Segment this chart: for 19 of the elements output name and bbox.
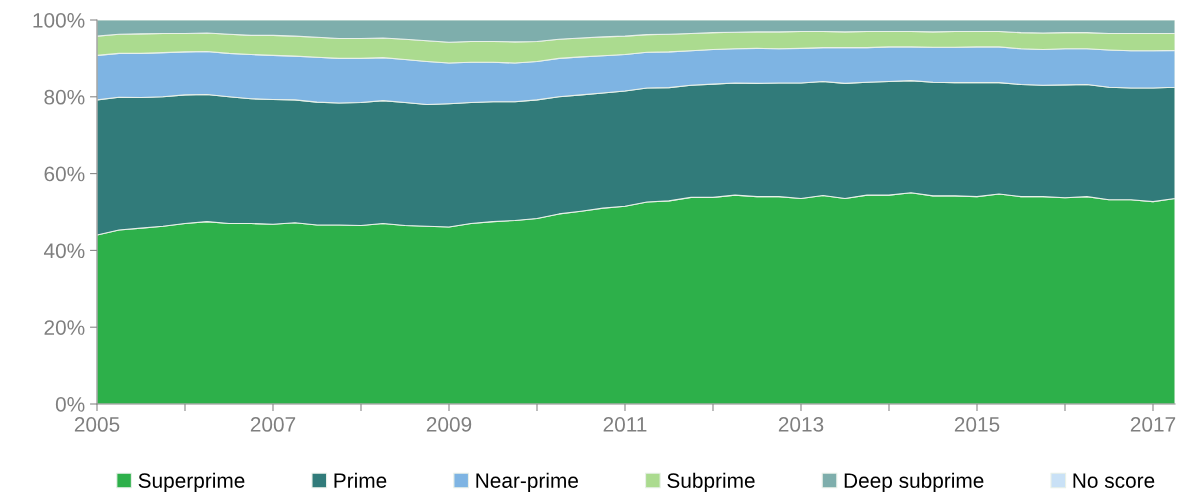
y-tick-label: 0% (55, 397, 85, 412)
x-tick-label: 2015 (954, 417, 1000, 432)
legend-label: Near-prime (476, 472, 578, 493)
legend-label: Superprime (138, 472, 245, 493)
legend-label: Prime (334, 472, 387, 488)
legend-label: Deep subprime (844, 472, 984, 493)
y-tick-label: 80% (44, 89, 85, 105)
y-tick-label: 20% (44, 320, 85, 335)
y-tick-label: 40% (43, 243, 85, 259)
y-tick-label: 100% (33, 13, 85, 28)
x-tick-label: 2013 (778, 417, 824, 432)
x-tick-label: 2011 (603, 417, 647, 432)
x-tick-label: 2009 (426, 417, 472, 432)
x-tick-label: 2007 (250, 417, 296, 432)
legend-label: No score (1073, 473, 1155, 488)
legend-label: Subprime (667, 472, 755, 493)
x-tick-label: 2005 (74, 417, 120, 432)
x-tick-label: 2017 (1130, 417, 1176, 432)
y-tick-label: 60% (44, 166, 85, 182)
